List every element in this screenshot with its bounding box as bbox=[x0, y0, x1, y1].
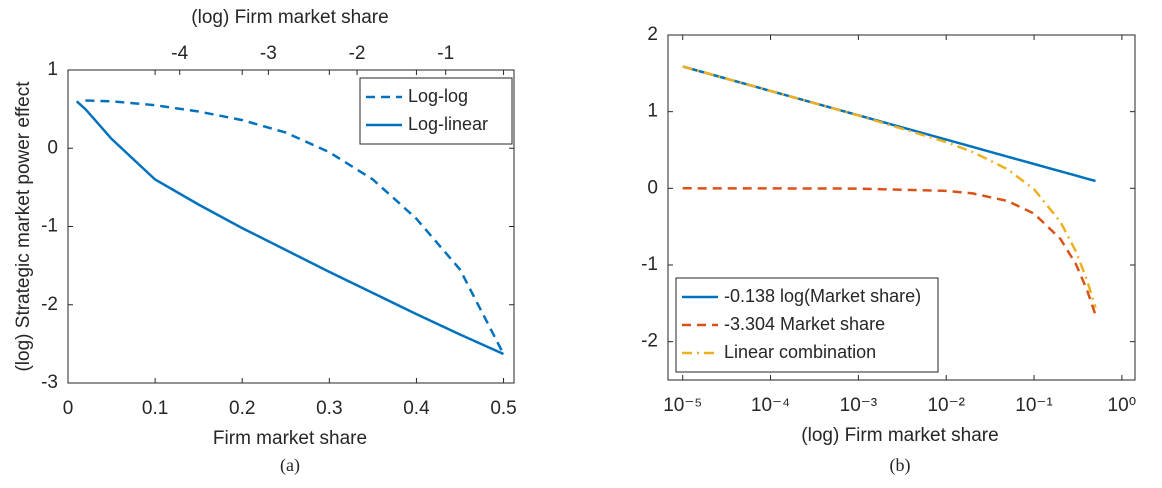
x2-tick-label: -4 bbox=[171, 43, 188, 64]
y-tick-label: -2 bbox=[641, 331, 658, 352]
x-tick-label: 0.1 bbox=[142, 398, 168, 419]
axes-frame bbox=[667, 34, 1136, 381]
x-tick-label: 0.5 bbox=[490, 398, 516, 419]
y-axis-label: (log) Strategic market power effect bbox=[13, 81, 34, 372]
legend-label: Log-linear bbox=[408, 114, 488, 134]
y-tick-label: 0 bbox=[647, 177, 658, 198]
legend-label: -3.304 Market share bbox=[724, 314, 885, 334]
x-tick-label: 10⁻¹ bbox=[1015, 395, 1053, 416]
x-axis-label: Firm market share bbox=[213, 428, 367, 449]
data-line bbox=[85, 99, 505, 355]
legend-label: Linear combination bbox=[724, 342, 876, 362]
x2-tick-label: -3 bbox=[260, 43, 277, 64]
y-tick-label: 1 bbox=[647, 101, 658, 122]
caption: (a) bbox=[280, 455, 300, 476]
x-tick-label: 0 bbox=[63, 398, 74, 419]
x-tick-label: 10⁻² bbox=[927, 395, 965, 416]
x-tick-label: 10⁰ bbox=[1108, 395, 1137, 416]
data-line bbox=[682, 65, 1097, 308]
x-tick-label: 10⁻⁵ bbox=[663, 395, 702, 416]
x-tick-label: 0.2 bbox=[229, 398, 255, 419]
data-line bbox=[75, 100, 505, 356]
y-tick-label: -1 bbox=[641, 254, 658, 275]
x-tick-label: 10⁻³ bbox=[840, 395, 878, 416]
legend-label: -0.138 log(Market share) bbox=[724, 286, 921, 306]
legend-label: Log-log bbox=[408, 86, 468, 106]
caption: (b) bbox=[890, 455, 911, 476]
x-tick-label: 0.4 bbox=[403, 398, 430, 419]
y-tick-label: 2 bbox=[647, 24, 658, 45]
y-tick-label: -1 bbox=[41, 216, 58, 237]
x-tick-label: 10⁻⁴ bbox=[751, 395, 790, 416]
subplot: 10⁻⁵ 10⁻⁴ 10⁻³ 10⁻² 10⁻¹ 10⁰ -2 -1 0 1 2 (log) Firm… bbox=[641, 24, 1136, 476]
x-axis-label: (log) Firm market share bbox=[801, 425, 998, 446]
y-tick-label: -3 bbox=[41, 372, 58, 393]
x2-tick-label: -2 bbox=[349, 43, 366, 64]
y-tick-label: -2 bbox=[41, 294, 58, 315]
x2-tick-label: -1 bbox=[437, 43, 454, 64]
data-line bbox=[682, 65, 1096, 183]
y-tick-label: 0 bbox=[47, 137, 58, 158]
y-tick-label: 1 bbox=[47, 59, 58, 80]
legend-box bbox=[675, 277, 939, 373]
legend-box bbox=[359, 77, 513, 145]
x-tick-label: 0.3 bbox=[316, 398, 342, 419]
subplot: 0 0.1 0.2 0.3 0.4 0.5 -4 -3 -2 -1 (log) Firm marke… bbox=[13, 7, 517, 476]
x2-axis-label: (log) Firm market share bbox=[191, 7, 388, 28]
